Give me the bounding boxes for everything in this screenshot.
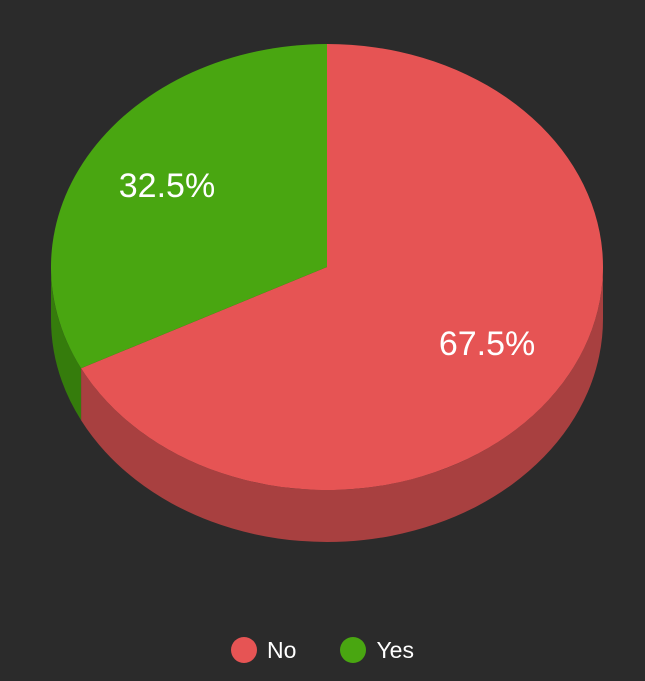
- legend-label-yes: Yes: [376, 636, 414, 663]
- pie-side-no: [81, 267, 603, 543]
- legend-item-yes[interactable]: Yes: [340, 637, 414, 664]
- pie-label-yes: 32.5%: [119, 167, 215, 205]
- pie-label-no: 67.5%: [439, 325, 535, 363]
- legend-swatch-yes: [340, 637, 367, 663]
- legend-swatch-no: [231, 637, 258, 663]
- pie-slice-yes[interactable]: [51, 44, 328, 369]
- pie-slice-no[interactable]: [81, 44, 604, 491]
- legend-label-no: No: [267, 636, 297, 663]
- pie-side-yes: [51, 267, 82, 421]
- legend: No Yes: [0, 632, 645, 668]
- legend-item-no[interactable]: No: [231, 637, 296, 664]
